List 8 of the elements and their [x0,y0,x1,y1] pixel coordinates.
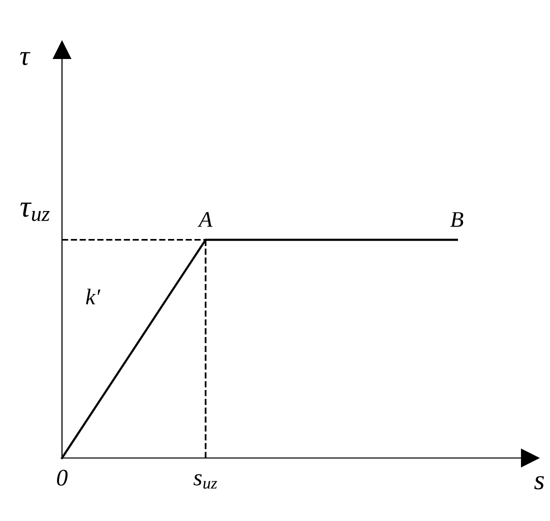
annotation: B [450,212,464,227]
text: τ [20,52,30,66]
annotation: A [198,212,212,227]
x-tick-label: s$_{uz}$ [194,474,218,489]
x-tick-label: 0 [57,470,68,486]
ref-line-label: τ$_{uz}$ [20,202,50,222]
x-axis-title: s [534,476,544,490]
annotation: k′ [86,288,100,304]
